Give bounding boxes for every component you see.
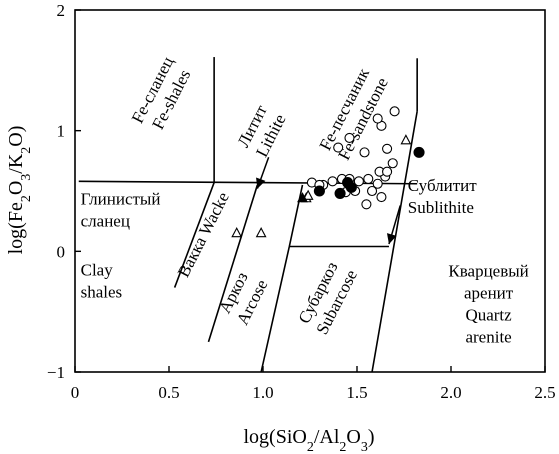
data-point xyxy=(400,134,412,145)
field-label: Fe-песчаникFe-sandstone xyxy=(315,64,392,163)
axis-ticks: 0 0.5 1.0 1.5 2.0 2.5 −1 0 1 2 xyxy=(47,1,556,402)
y-tick-label: 0 xyxy=(57,242,66,261)
y-axis-label: log(Fe2O3/K2O) xyxy=(5,126,34,255)
x-tick-label: 0.5 xyxy=(158,383,179,402)
field-label: Clay shales xyxy=(81,260,123,301)
x-tick-label: 2.5 xyxy=(534,383,555,402)
pointer-arrow-head xyxy=(256,177,266,189)
data-point xyxy=(345,181,357,193)
data-point xyxy=(353,176,364,187)
data-point xyxy=(297,192,308,203)
data-point xyxy=(363,173,374,184)
data-point xyxy=(344,132,355,143)
data-point xyxy=(333,142,344,153)
data-point xyxy=(361,199,372,210)
data-point xyxy=(366,185,378,197)
field-boundary-line xyxy=(260,246,291,373)
data-point xyxy=(231,227,243,238)
data-point xyxy=(359,147,370,158)
data-point xyxy=(372,178,383,189)
plot-frame xyxy=(74,9,546,373)
field-boundary-line xyxy=(173,182,215,288)
data-point xyxy=(334,187,346,199)
x-tick-label: 2.0 xyxy=(440,383,461,402)
data-point xyxy=(387,158,398,169)
y-tick-label: 1 xyxy=(57,122,66,141)
data-points xyxy=(231,106,425,238)
field-label: ЛититLithite xyxy=(233,101,289,160)
y-tick-label: 2 xyxy=(57,1,66,20)
field-label: Кварцевый аренит Quartz arenite xyxy=(448,262,528,347)
data-point xyxy=(413,146,425,158)
data-point xyxy=(255,227,267,238)
field-label: Fe-сланецFe-shales xyxy=(128,54,196,136)
field-boundary-line xyxy=(207,184,259,343)
data-point xyxy=(302,189,314,200)
data-point xyxy=(382,166,393,177)
data-point xyxy=(313,185,325,197)
y-tick-label: −1 xyxy=(47,363,65,382)
data-point xyxy=(389,106,400,117)
data-point xyxy=(382,143,393,154)
field-boundary-line xyxy=(288,184,304,247)
field-label: СубаркозSubarcose xyxy=(294,257,361,337)
field-label: Вакка Wacke xyxy=(174,189,233,280)
data-point xyxy=(376,191,387,203)
field-label: АркозArcose xyxy=(214,267,272,328)
field-boundary-line xyxy=(371,111,418,373)
field-label: Сублитит Sublithite xyxy=(408,176,478,217)
pointer-arrow-head xyxy=(386,233,397,245)
x-tick-label: 1.0 xyxy=(252,383,273,402)
x-tick-label: 0 xyxy=(71,383,80,402)
x-axis-label: log(SiO2/Al2O3) xyxy=(243,426,374,454)
x-tick-label: 1.5 xyxy=(346,383,367,402)
field-arrows xyxy=(256,156,401,245)
data-point xyxy=(327,176,338,187)
field-label: Глинистый сланец xyxy=(81,189,161,230)
data-point xyxy=(372,113,383,124)
